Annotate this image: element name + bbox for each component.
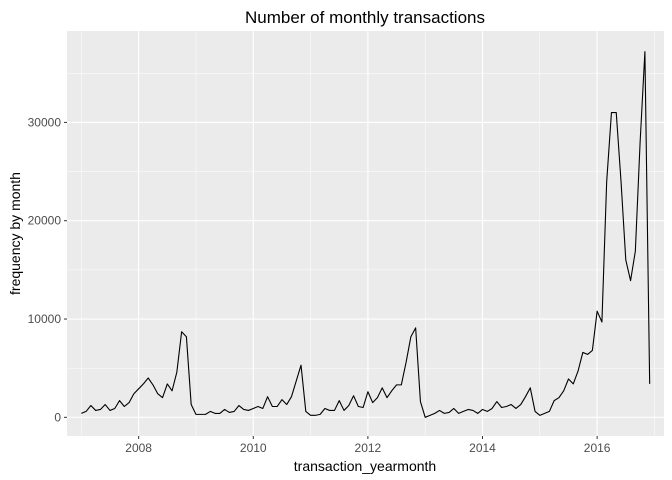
major-gridlines <box>67 31 664 436</box>
x-tick-label: 2012 <box>355 441 382 455</box>
y-tick-label: 0 <box>54 410 61 424</box>
x-tick-label: 2010 <box>240 441 267 455</box>
y-axis: 0 10000 20000 30000 <box>28 115 67 424</box>
plot-panel <box>67 31 664 436</box>
x-axis-title: transaction_yearmonth <box>294 458 436 474</box>
series-line <box>81 51 651 418</box>
y-tick-label: 10000 <box>28 312 62 326</box>
x-tick-label: 2016 <box>584 441 611 455</box>
x-axis: 2008 2010 2012 2014 2016 <box>125 436 611 455</box>
y-tick-label: 30000 <box>28 115 62 129</box>
minor-gridlines <box>67 31 664 436</box>
y-axis-title: frequency by month <box>7 172 23 295</box>
x-tick-label: 2008 <box>125 441 152 455</box>
y-tick-label: 20000 <box>28 214 62 228</box>
x-tick-label: 2014 <box>469 441 496 455</box>
chart-title: Number of monthly transactions <box>245 8 485 27</box>
